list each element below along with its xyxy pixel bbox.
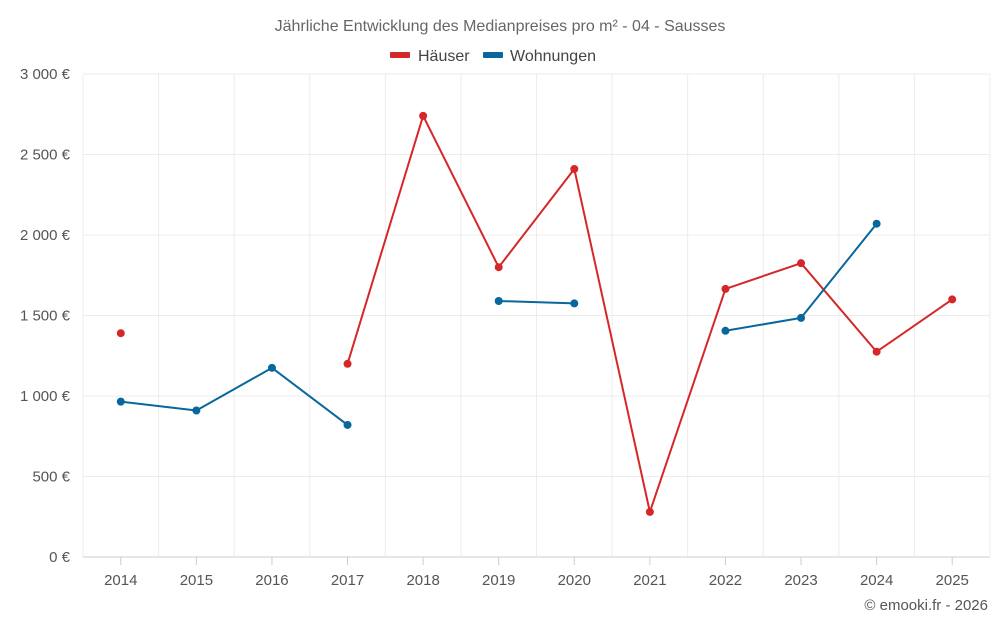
series-line xyxy=(346,114,953,513)
x-axis-ticks: 2014 2015 2016 2017 2018 2019 2020 2021 2022 2023… xyxy=(104,557,969,589)
series-line xyxy=(498,300,575,305)
data-point[interactable] xyxy=(570,164,579,173)
data-point[interactable] xyxy=(645,507,654,516)
series xyxy=(116,111,957,516)
credit-text: © emooki.fr - 2026 xyxy=(864,597,988,614)
data-point[interactable] xyxy=(343,420,352,429)
series-line xyxy=(120,366,349,426)
x-tick-label: 2015 xyxy=(180,572,213,589)
y-tick-label: 3 000 € xyxy=(20,66,71,83)
data-point[interactable] xyxy=(570,299,579,308)
y-tick-label: 1 000 € xyxy=(20,388,71,405)
legend: Häuser Wohnungen xyxy=(390,48,596,65)
legend-label-wohnungen[interactable]: Wohnungen xyxy=(510,48,596,65)
series-wohnungen xyxy=(116,219,881,429)
x-tick-label: 2022 xyxy=(709,572,742,589)
data-point[interactable] xyxy=(797,259,806,268)
series-häuser xyxy=(116,111,957,516)
data-point[interactable] xyxy=(797,313,806,322)
data-point[interactable] xyxy=(872,347,881,356)
x-tick-label: 2016 xyxy=(255,572,288,589)
x-tick-label: 2018 xyxy=(406,572,439,589)
x-tick-label: 2014 xyxy=(104,572,137,589)
y-tick-label: 500 € xyxy=(32,469,70,486)
data-point[interactable] xyxy=(948,295,957,304)
x-tick-label: 2020 xyxy=(558,572,591,589)
x-tick-label: 2021 xyxy=(633,572,666,589)
y-tick-label: 1 500 € xyxy=(20,308,71,325)
x-tick-label: 2024 xyxy=(860,572,893,589)
grid xyxy=(82,73,991,558)
y-tick-label: 0 € xyxy=(49,549,71,566)
data-point[interactable] xyxy=(721,284,730,293)
data-point[interactable] xyxy=(116,397,125,406)
legend-swatch-hauser xyxy=(390,52,410,58)
data-point[interactable] xyxy=(267,363,276,372)
data-point[interactable] xyxy=(721,326,730,335)
x-tick-label: 2025 xyxy=(936,572,969,589)
y-axis-ticks: 0 € 500 € 1 000 € 1 500 € 2 000 € 2 500 € 3 00… xyxy=(20,66,71,566)
x-tick-label: 2023 xyxy=(784,572,817,589)
data-point[interactable] xyxy=(343,359,352,368)
y-tick-label: 2 500 € xyxy=(20,147,71,164)
legend-label-hauser[interactable]: Häuser xyxy=(418,48,470,65)
data-point[interactable] xyxy=(419,111,428,120)
data-point[interactable] xyxy=(192,406,201,415)
chart-title: Jährliche Entwicklung des Medianpreises … xyxy=(275,18,726,35)
x-tick-label: 2019 xyxy=(482,572,515,589)
legend-swatch-wohnungen xyxy=(483,52,503,58)
y-tick-label: 2 000 € xyxy=(20,227,71,244)
x-tick-label: 2017 xyxy=(331,572,364,589)
data-point[interactable] xyxy=(494,297,503,306)
data-point[interactable] xyxy=(116,329,125,338)
data-point[interactable] xyxy=(494,263,503,272)
data-point[interactable] xyxy=(872,219,881,228)
